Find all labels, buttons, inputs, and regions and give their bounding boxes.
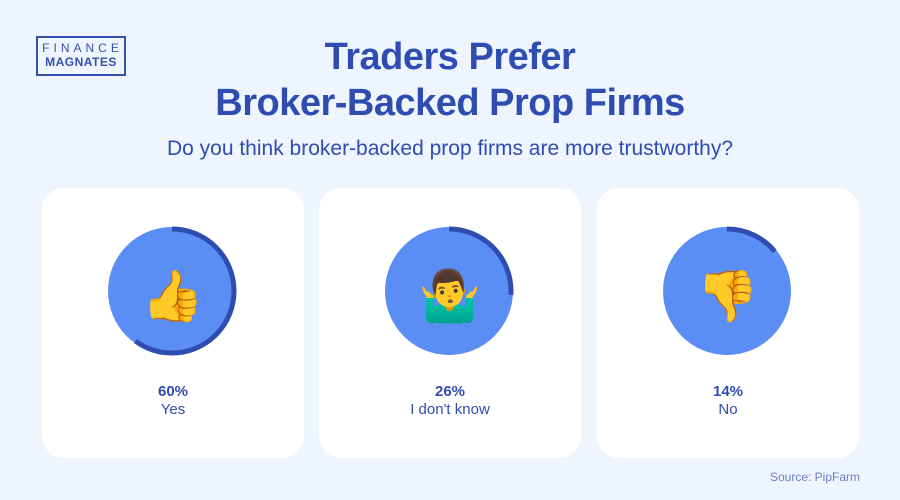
shrug-icon: 🤷‍♂️ xyxy=(418,268,482,324)
card-no: 👎 14% No xyxy=(597,188,859,458)
percentage-label: 14% xyxy=(712,383,744,400)
category-label: No xyxy=(718,401,738,418)
title-line1: Traders Prefer xyxy=(324,36,576,78)
thumbs-up-icon: 👍 xyxy=(141,268,205,324)
category-label: Yes xyxy=(160,401,186,418)
finance-magnates-logo: FINANCE MAGNATES xyxy=(36,36,126,76)
logo-line2: MAGNATES xyxy=(45,55,117,69)
circle-background xyxy=(663,227,791,355)
source-note: Source: PipFarm xyxy=(769,470,860,484)
card-i-don-t-know: 🤷‍♂️ 26% I don't know xyxy=(319,188,581,458)
circle-background xyxy=(108,227,236,355)
percentage-arc xyxy=(384,226,514,356)
percentage-arc xyxy=(107,226,237,356)
page-title: Traders Prefer Broker-Backed Prop Firms xyxy=(0,34,900,126)
donut-chart xyxy=(384,226,514,356)
logo-line1: FINANCE xyxy=(42,41,123,55)
percentage-arc xyxy=(662,226,792,356)
circle-background xyxy=(385,227,513,355)
percentage-label: 26% xyxy=(434,383,466,400)
category-label: I don't know xyxy=(410,401,490,418)
percentage-label: 60% xyxy=(157,383,189,400)
card-yes: 👍 60% Yes xyxy=(42,188,304,458)
title-line2: Broker-Backed Prop Firms xyxy=(215,82,685,124)
thumbs-down-icon: 👎 xyxy=(696,268,760,324)
subtitle: Do you think broker-backed prop firms ar… xyxy=(166,137,734,160)
donut-chart xyxy=(107,226,237,356)
donut-chart xyxy=(662,226,792,356)
